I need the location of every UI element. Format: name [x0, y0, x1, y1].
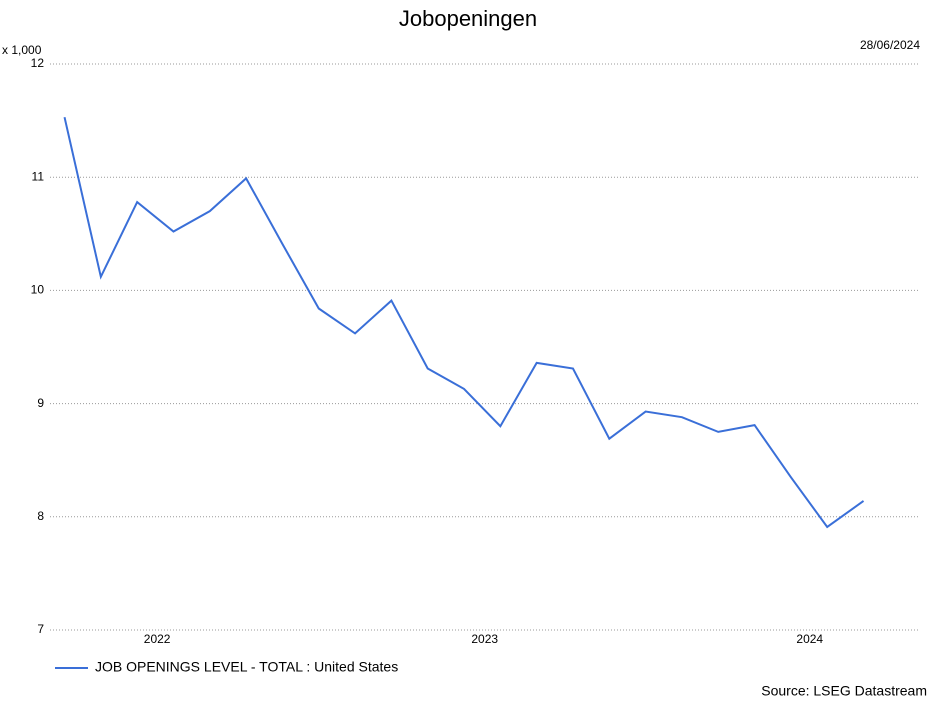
y-tick-label: 12	[31, 56, 45, 70]
line	[63, 116, 865, 529]
y-tick-label: 9	[37, 396, 44, 410]
y-tick-label: 8	[37, 509, 44, 523]
x-tick-label: 2022	[144, 632, 171, 646]
x-tick-label: 2023	[471, 632, 498, 646]
y-tick-label: 7	[37, 622, 44, 636]
unit-label: x 1,000	[2, 43, 42, 57]
y-tick-label: 11	[32, 169, 45, 183]
source: Source: LSEG Datastream	[761, 683, 927, 699]
date-label: 28/06/2024	[860, 38, 920, 52]
x-tick-label: 2024	[796, 632, 823, 646]
chart-title: Jobopeningen	[399, 6, 537, 31]
legend-label: JOB OPENINGS LEVEL - TOTAL : United Stat…	[95, 659, 398, 675]
y-tick-label: 10	[31, 283, 45, 297]
